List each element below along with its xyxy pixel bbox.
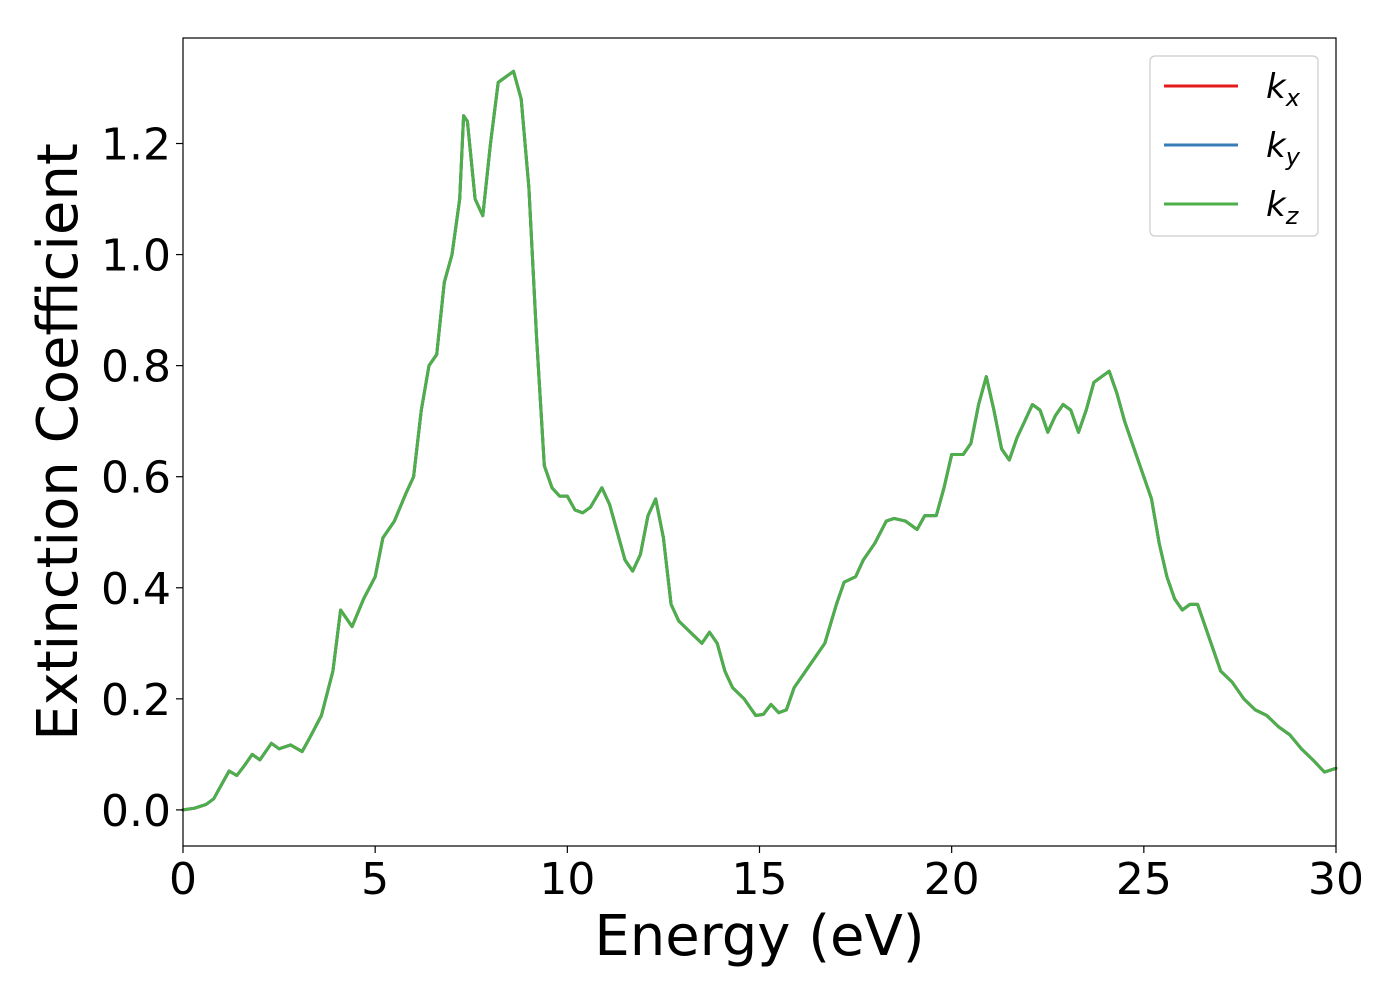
x-tick-label: 5 [361,854,389,905]
x-tick-label: 0 [169,854,197,905]
x-tick-label: 10 [539,854,595,905]
legend: kx ky kz [1149,55,1319,237]
legend-label-ky: ky [1266,126,1301,171]
series-layer [181,69,1338,812]
legend-label-kx: kx [1266,67,1301,112]
x-axis-label: Energy (eV) [594,904,924,969]
y-tick-label: 1.2 [101,120,171,171]
y-tick-label: 0.4 [101,564,171,615]
x-tick-label: 15 [732,854,788,905]
series-line-kz [181,69,1338,812]
y-axis-label: Extinction Coefficient [26,143,91,741]
y-tick-label: 0.8 [101,342,171,393]
x-axis-ticks: 0 5 10 15 20 25 30 [169,846,1364,905]
y-axis-ticks: 0.0 0.2 0.4 0.6 0.8 1.0 1.2 [101,120,183,837]
legend-label-kz: kz [1266,185,1300,230]
y-tick-label: 0.2 [101,675,171,726]
x-tick-label: 20 [924,854,980,905]
x-tick-label: 30 [1308,854,1364,905]
y-tick-label: 0.0 [101,786,171,837]
y-tick-label: 1.0 [101,231,171,282]
y-tick-label: 0.6 [101,453,171,504]
x-tick-label: 25 [1116,854,1172,905]
